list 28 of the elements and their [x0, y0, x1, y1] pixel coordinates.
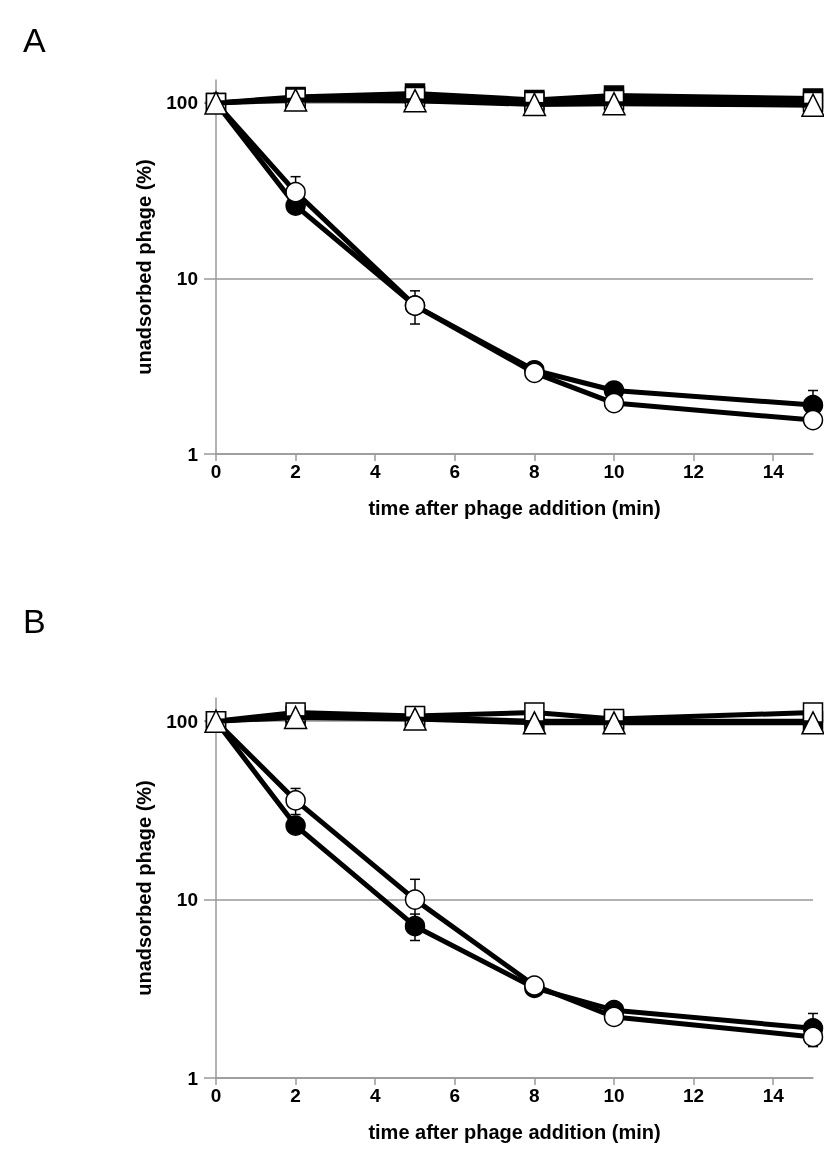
x-tick-label: 12 [683, 461, 705, 482]
x-tick-label: 10 [603, 461, 625, 482]
x-tick-label: 2 [290, 461, 301, 482]
x-axis-title: time after phage addition (min) [368, 1121, 661, 1143]
y-tick-label: 100 [166, 92, 198, 114]
chart-title: B [23, 602, 46, 640]
chart-title: A [23, 21, 46, 59]
y-tick-label: 100 [166, 710, 198, 732]
x-tick-label: 4 [369, 1085, 381, 1106]
x-tick-label: 10 [603, 1085, 625, 1106]
x-tick-label: 14 [762, 1085, 785, 1106]
y-axis-title: unadsorbed phage (%) [133, 159, 155, 375]
x-tick-label: 12 [683, 1085, 705, 1106]
y-tick-label: 1 [187, 443, 199, 465]
x-tick-label: 0 [210, 1085, 222, 1106]
y-tick-label: 10 [176, 889, 198, 911]
x-tick-label: 14 [762, 461, 785, 482]
y-tick-label: 10 [176, 267, 198, 289]
x-tick-label: 8 [529, 1085, 540, 1106]
x-axis-title: time after phage addition (min) [368, 497, 661, 519]
x-tick-label: 4 [369, 461, 381, 482]
x-tick-label: 0 [210, 461, 222, 482]
x-tick-label: 8 [529, 461, 540, 482]
x-tick-label: 6 [449, 461, 461, 482]
x-tick-label: 6 [449, 1085, 461, 1106]
x-tick-label: 2 [290, 1085, 301, 1106]
y-axis-title: unadsorbed phage (%) [133, 780, 155, 996]
y-tick-label: 1 [187, 1067, 199, 1089]
